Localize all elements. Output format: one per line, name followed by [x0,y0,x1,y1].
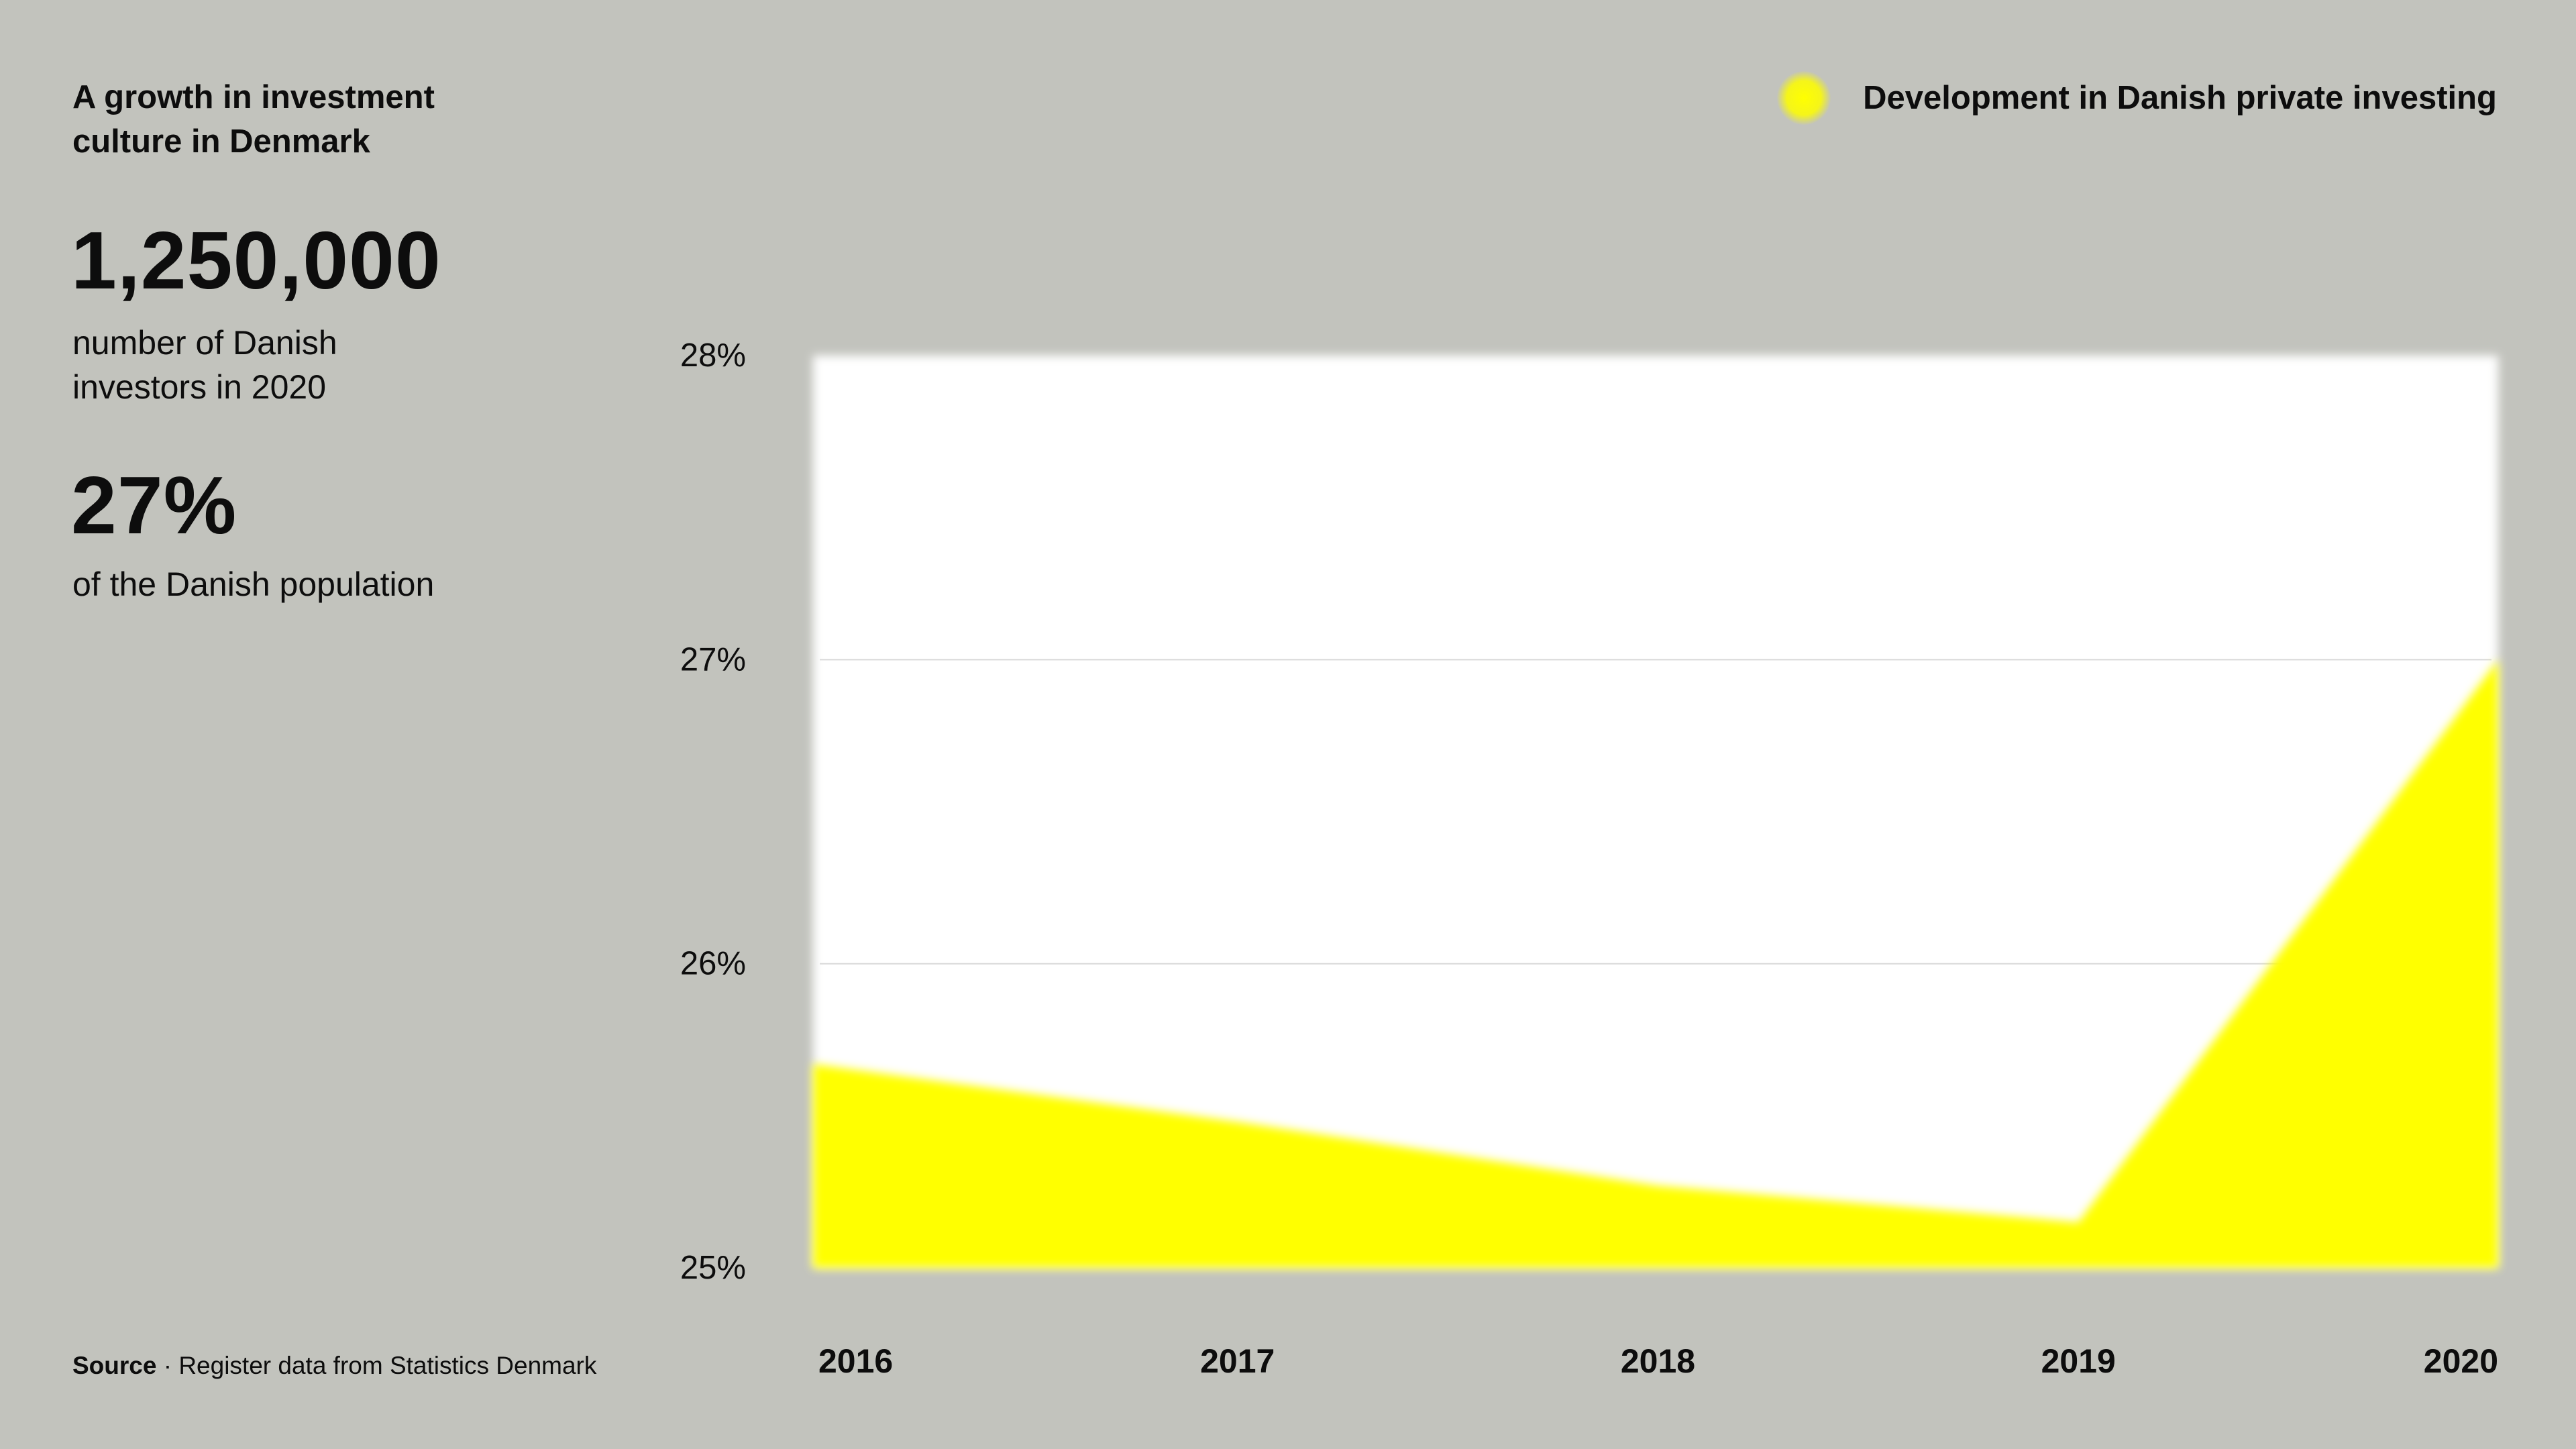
y-tick-label: 28% [680,337,746,374]
area-series-0 [813,659,2498,1268]
y-tick-label: 27% [680,641,746,678]
legend-swatch [1777,71,1831,125]
source-label: Source [72,1352,157,1379]
headline: A growth in investment culture in Denmar… [72,79,435,160]
y-tick-label: 26% [680,946,746,982]
population-share-description: of the Danish population [72,566,435,603]
source-note: Source · Register data from Statistics D… [72,1347,596,1385]
investor-count: 1,250,000 [71,215,441,306]
x-tick-label: 2016 [818,1342,893,1380]
legend-label: Development in Danish private investing [1863,80,2497,116]
investor-count-description: number of Danish investors in 2020 [72,324,337,406]
x-tick-label: 2019 [2041,1342,2116,1380]
chart-legend: Development in Danish private investing [1777,71,2497,125]
population-share: 27% [71,460,237,551]
x-tick-label: 2018 [1621,1342,1695,1380]
x-tick-label: 2017 [1200,1342,1275,1380]
x-tick-label: 2020 [2424,1342,2498,1380]
y-tick-label: 25% [680,1250,746,1286]
source-separator: · [156,1352,179,1379]
source-text: Register data from Statistics Denmark [178,1352,597,1379]
